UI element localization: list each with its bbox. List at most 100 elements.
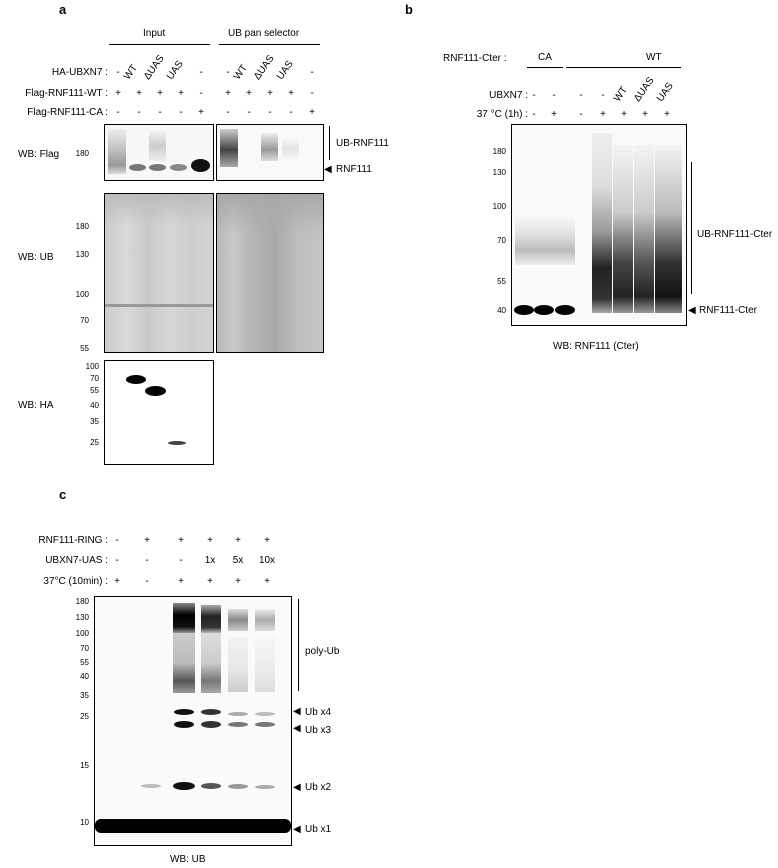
row-label-37c-10min: 37°C (10min) : (43, 576, 108, 587)
group-line-input (109, 44, 210, 45)
lane-c-ring-6: + (264, 535, 270, 546)
marker-c-25: 25 (80, 712, 89, 721)
row-label-rnf111-cter: RNF111-Cter : (443, 53, 507, 64)
lane-b-ubxn7-4: - (601, 90, 605, 101)
marker-c-10: 10 (80, 818, 89, 827)
band (95, 819, 291, 833)
band (255, 785, 275, 789)
band (174, 721, 194, 728)
lane-c-uas-5: 5x (232, 555, 244, 566)
row-label-flag-ca: Flag-RNF111-CA : (27, 107, 108, 118)
blot-a-ub-input (104, 193, 214, 353)
lane-a-ca-2: - (137, 107, 141, 118)
lane-a-ca-8: - (268, 107, 272, 118)
lane-a-ca-7: - (247, 107, 251, 118)
annot-ub-x3: Ub x3 (305, 725, 332, 736)
lane-b-ubxn7-6: ΔUAS (631, 75, 657, 104)
blot-a-ha (104, 360, 214, 465)
lane-a-ha-7: WT (231, 62, 250, 82)
lane-c-temp-1: + (114, 576, 120, 587)
lane-a-ca-1: - (116, 107, 120, 118)
annot-poly-ub: poly-Ub (305, 646, 340, 657)
lane-a-ca-10: + (309, 107, 315, 118)
smear (173, 633, 195, 693)
lane-a-wt-2: + (136, 88, 142, 99)
lane-b-ubxn7-3: - (579, 90, 583, 101)
band (255, 712, 275, 716)
band (149, 164, 166, 171)
lane-c-ring-3: + (178, 535, 184, 546)
annot-rnf111: RNF111 (336, 164, 372, 175)
marker-c-40: 40 (80, 672, 89, 681)
lane-a-ha-9: UAS (274, 58, 296, 82)
marker-ha-35: 35 (90, 417, 99, 426)
marker-ub-180: 180 (75, 222, 89, 231)
arrow-icon: ◀ (293, 706, 301, 717)
lane-a-ha-10: - (310, 67, 314, 78)
lane-b-temp-7: + (664, 109, 670, 120)
bracket-poly-ub (298, 599, 299, 691)
smear (592, 133, 612, 313)
lane-c-temp-4: + (207, 576, 213, 587)
band (201, 709, 221, 715)
bracket-ub-rnf111-cter (691, 162, 692, 294)
marker-b-180: 180 (492, 147, 506, 156)
lane-c-ring-5: + (235, 535, 241, 546)
smear (201, 605, 221, 633)
blot-a-ub-ub-pan (216, 193, 324, 353)
group-label-wt: WT (646, 52, 662, 63)
smear (515, 215, 575, 265)
lane-a-ca-3: - (158, 107, 162, 118)
annot-ub-x4: Ub x4 (305, 707, 332, 718)
marker-c-55: 55 (80, 658, 89, 667)
smear (228, 637, 248, 692)
blot-a-flag-input (104, 124, 214, 181)
wb-label-ub-c: WB: UB (170, 854, 206, 865)
marker-ha-100: 100 (85, 362, 99, 371)
marker-b-55: 55 (497, 277, 506, 286)
band (534, 305, 554, 315)
arrow-icon: ◀ (324, 164, 332, 175)
lane-a-wt-9: + (288, 88, 294, 99)
bracket-ub-rnf111 (329, 126, 330, 160)
lane-a-wt-4: + (178, 88, 184, 99)
smear (282, 139, 299, 159)
row-label-ha-ubxn7: HA-UBXN7 : (51, 67, 108, 78)
marker-b-130: 130 (492, 168, 506, 177)
lane-a-ha-4: UAS (164, 58, 186, 82)
wb-label-ub: WB: UB (18, 252, 54, 263)
marker-c-35: 35 (80, 691, 89, 700)
marker-b-70: 70 (497, 236, 506, 245)
group-line-wt (566, 67, 681, 68)
lane-c-ring-4: + (207, 535, 213, 546)
arrow-icon: ◀ (293, 824, 301, 835)
marker-c-70: 70 (80, 644, 89, 653)
lane-b-temp-6: + (642, 109, 648, 120)
lane-a-ha-2: WT (121, 62, 140, 82)
marker-ub-70: 70 (80, 316, 89, 325)
lane-a-wt-10: - (310, 88, 314, 99)
annot-ub-rnf111-cter: UB-RNF111-Cter (697, 229, 773, 240)
lane-c-uas-4: 1x (204, 555, 216, 566)
row-label-ubxn7: UBXN7 : (489, 90, 528, 101)
lane-c-ring-2: + (144, 535, 150, 546)
smear (613, 145, 633, 313)
band (228, 712, 248, 716)
lane-c-ring-1: - (115, 535, 119, 546)
marker-c-100: 100 (75, 629, 89, 638)
blot-c (94, 596, 292, 846)
group-line-ca (527, 67, 563, 68)
lane-c-temp-6: + (264, 576, 270, 587)
smear (255, 637, 275, 692)
band (126, 375, 146, 384)
band (105, 304, 213, 307)
marker-ha-55: 55 (90, 386, 99, 395)
wb-label-ha: WB: HA (18, 400, 54, 411)
band (145, 386, 166, 396)
lane-c-uas-3: - (179, 555, 183, 566)
panel-b-letter: b (405, 2, 413, 17)
smear (228, 609, 248, 631)
arrow-icon: ◀ (688, 305, 696, 316)
blot-b (511, 124, 687, 326)
band (170, 164, 187, 171)
